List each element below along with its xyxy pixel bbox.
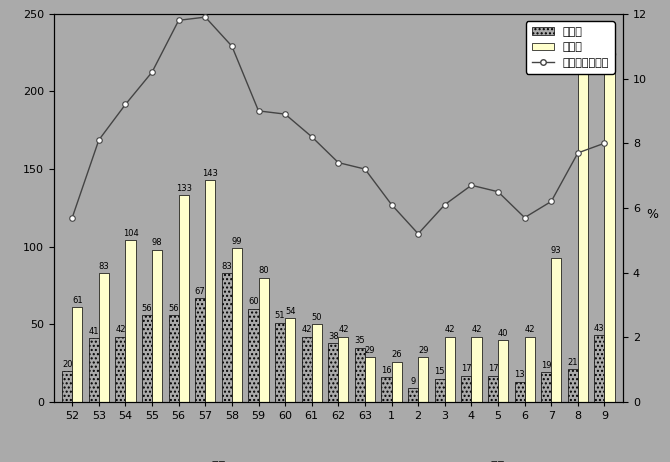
Text: 35: 35 xyxy=(354,336,365,345)
Text: 13: 13 xyxy=(515,371,525,379)
Bar xyxy=(259,278,269,402)
Text: 50: 50 xyxy=(312,313,322,322)
Text: 104: 104 xyxy=(123,229,139,238)
Bar xyxy=(125,241,135,402)
Text: 61: 61 xyxy=(72,296,82,305)
Text: 38: 38 xyxy=(328,332,338,340)
Bar xyxy=(391,362,402,402)
Text: 56: 56 xyxy=(141,304,152,313)
Y-axis label: %: % xyxy=(647,208,659,221)
Text: 133: 133 xyxy=(176,184,192,193)
Bar xyxy=(328,343,338,402)
Bar xyxy=(338,337,348,402)
Text: 54: 54 xyxy=(285,307,295,316)
Bar xyxy=(249,309,259,402)
Text: 93: 93 xyxy=(551,246,561,255)
Legend: 中学生, 高校生, 未成年者の比率: 中学生, 高校生, 未成年者の比率 xyxy=(526,21,614,73)
Bar xyxy=(355,347,365,402)
Bar xyxy=(604,62,614,402)
Text: 43: 43 xyxy=(594,324,605,333)
Text: 17: 17 xyxy=(488,364,498,373)
Bar xyxy=(515,382,525,402)
Text: 98: 98 xyxy=(152,238,162,248)
Bar xyxy=(435,379,445,402)
Bar xyxy=(152,250,162,402)
Bar xyxy=(365,357,375,402)
Text: 219: 219 xyxy=(602,51,617,60)
Text: 80: 80 xyxy=(258,267,269,275)
Bar xyxy=(232,248,242,402)
Bar xyxy=(408,388,418,402)
Text: 42: 42 xyxy=(445,325,455,334)
Text: 16: 16 xyxy=(381,366,392,375)
Text: 143: 143 xyxy=(202,169,218,177)
Bar xyxy=(594,335,604,402)
Bar xyxy=(381,377,391,402)
Text: 29: 29 xyxy=(364,346,375,355)
Text: 42: 42 xyxy=(471,325,482,334)
Bar xyxy=(142,315,152,402)
Bar xyxy=(275,323,285,402)
Bar xyxy=(115,337,125,402)
Bar xyxy=(525,337,535,402)
Text: 41: 41 xyxy=(88,327,99,336)
Text: 29: 29 xyxy=(418,346,429,355)
Bar xyxy=(488,376,498,402)
Text: 42: 42 xyxy=(338,325,348,334)
Bar xyxy=(179,195,189,402)
Bar xyxy=(498,340,508,402)
Bar xyxy=(541,372,551,402)
Text: 20: 20 xyxy=(62,359,72,369)
Bar xyxy=(578,61,588,402)
Text: 56: 56 xyxy=(168,304,179,313)
Text: 9: 9 xyxy=(411,377,416,386)
Text: 99: 99 xyxy=(232,237,243,246)
Bar xyxy=(205,180,215,402)
Bar xyxy=(62,371,72,402)
Text: 42: 42 xyxy=(302,325,312,334)
Text: 17: 17 xyxy=(461,364,472,373)
Bar xyxy=(312,324,322,402)
Text: 60: 60 xyxy=(248,298,259,306)
Text: 51: 51 xyxy=(275,311,285,321)
Bar xyxy=(551,258,561,402)
Bar xyxy=(169,315,179,402)
Bar xyxy=(418,357,428,402)
Text: 15: 15 xyxy=(434,367,445,377)
Bar xyxy=(72,307,82,402)
Bar xyxy=(88,338,99,402)
Bar xyxy=(445,337,455,402)
Text: -平成-: -平成- xyxy=(487,461,509,462)
Text: 220: 220 xyxy=(575,49,591,58)
Text: 83: 83 xyxy=(222,262,232,271)
Text: 83: 83 xyxy=(98,262,109,271)
Bar xyxy=(222,273,232,402)
Bar xyxy=(462,376,472,402)
Bar xyxy=(472,337,482,402)
Bar xyxy=(302,337,312,402)
Text: 40: 40 xyxy=(498,328,509,338)
Bar xyxy=(195,298,205,402)
Text: 21: 21 xyxy=(567,358,578,367)
Bar xyxy=(285,318,295,402)
Text: 67: 67 xyxy=(195,286,206,296)
Text: 42: 42 xyxy=(115,325,126,334)
Text: -昭和-: -昭和- xyxy=(208,461,229,462)
Text: 42: 42 xyxy=(525,325,535,334)
Bar xyxy=(99,273,109,402)
Text: 26: 26 xyxy=(391,350,402,359)
Text: 19: 19 xyxy=(541,361,551,370)
Bar xyxy=(567,369,578,402)
